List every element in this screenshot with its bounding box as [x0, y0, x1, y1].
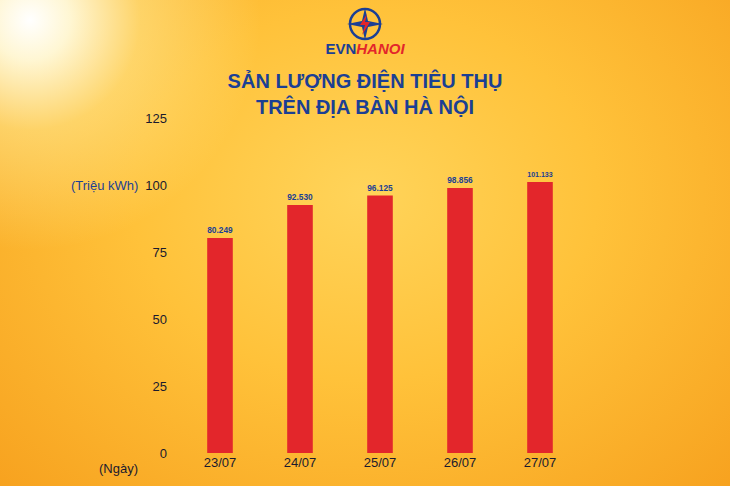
svg-text:96.125: 96.125 [367, 183, 393, 193]
svg-text:(Ngày): (Ngày) [99, 461, 138, 476]
svg-text:26/07: 26/07 [444, 455, 477, 470]
svg-text:101.133: 101.133 [527, 171, 553, 178]
svg-text:80.249: 80.249 [207, 225, 233, 235]
svg-text:23/07: 23/07 [204, 455, 237, 470]
svg-text:100: 100 [145, 178, 167, 193]
svg-text:25/07: 25/07 [364, 455, 397, 470]
svg-text:0: 0 [160, 446, 167, 461]
html-text:EVN HANOI: EVN HANOI [325, 40, 405, 57]
svg-text:75: 75 [153, 245, 167, 260]
svg-text:98.856: 98.856 [447, 175, 473, 185]
svg-text:25: 25 [153, 379, 167, 394]
svg-text:125: 125 [145, 111, 167, 126]
svg-text:(Triệu kWh): (Triệu kWh) [71, 178, 138, 193]
svg-text:SẢN LƯỢNG ĐIỆN TIÊU THỤTRÊN ĐỊ: SẢN LƯỢNG ĐIỆN TIÊU THỤTRÊN ĐỊA BÀN HÀ N… [228, 69, 503, 118]
svg-text:27/07: 27/07 [524, 455, 557, 470]
svg-text:92.530: 92.530 [287, 192, 313, 202]
svg-text:24/07: 24/07 [284, 455, 317, 470]
svg-text:50: 50 [153, 312, 167, 327]
